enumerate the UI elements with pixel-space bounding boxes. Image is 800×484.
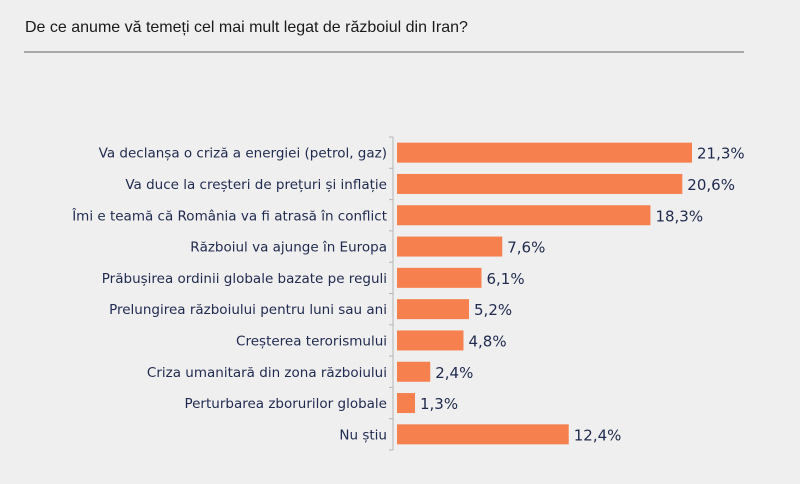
- category-label: Nu știu: [339, 427, 387, 443]
- bar: [397, 205, 651, 226]
- category-label: Războiul va ajunge în Europa: [190, 240, 387, 256]
- data-label: 6,1%: [486, 270, 524, 288]
- category-label: Perturbarea zborurilor globale: [184, 396, 387, 412]
- data-label: 21,3%: [697, 145, 745, 163]
- data-label: 1,3%: [420, 395, 458, 413]
- bar: [397, 424, 569, 445]
- data-label: 20,6%: [687, 176, 735, 194]
- data-label: 4,8%: [468, 332, 506, 350]
- data-label: 18,3%: [655, 207, 703, 225]
- bar: [397, 236, 503, 257]
- bar: [397, 267, 482, 288]
- title-divider: [24, 51, 744, 53]
- bar: [397, 173, 683, 194]
- category-label: Va declanșa o criză a energiei (petrol, …: [99, 146, 387, 162]
- bar: [397, 393, 416, 414]
- bar: [397, 299, 470, 320]
- bar: [397, 330, 464, 351]
- data-label: 2,4%: [435, 364, 473, 382]
- category-label: Criza umanitară din zona războiului: [147, 365, 387, 381]
- data-label: 7,6%: [507, 239, 545, 257]
- category-label: Prăbușirea ordinii globale bazate pe reg…: [102, 271, 387, 287]
- chart-title: De ce anume vă temeți cel mai mult legat…: [25, 19, 468, 36]
- category-label: Prelungirea războiului pentru luni sau a…: [109, 302, 387, 318]
- data-label: 12,4%: [574, 426, 622, 444]
- bar: [397, 361, 431, 382]
- category-label: Creșterea terorismului: [236, 333, 387, 349]
- data-label: 5,2%: [474, 301, 512, 319]
- category-label: Va duce la creșteri de prețuri și inflaț…: [125, 177, 387, 193]
- category-label: Îmi e teamă că România va fi atrasă în c…: [71, 206, 387, 224]
- bar: [397, 142, 692, 163]
